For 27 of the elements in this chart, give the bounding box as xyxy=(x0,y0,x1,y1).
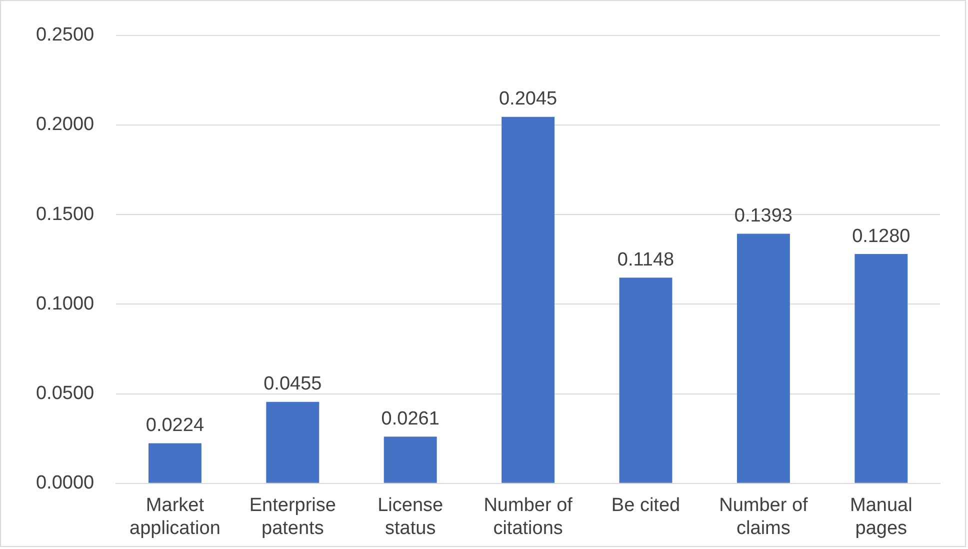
bar xyxy=(266,402,320,483)
x-tick-label: Enterprise patents xyxy=(249,495,336,539)
data-label: 0.1280 xyxy=(852,226,910,247)
bar xyxy=(736,234,790,483)
y-tick-label: 0.2000 xyxy=(36,114,94,136)
data-label: 0.0455 xyxy=(264,374,322,395)
y-tick-label: 0.1000 xyxy=(36,293,94,314)
y-tick-label: 0.1500 xyxy=(36,204,94,225)
bar xyxy=(148,443,202,483)
bar xyxy=(619,278,672,483)
data-label: 0.0224 xyxy=(146,414,204,436)
x-tick-label: Be cited xyxy=(611,495,680,516)
x-tick-label: Market application xyxy=(130,495,220,539)
data-label: 0.1148 xyxy=(617,249,674,270)
x-tick-label: Number of claims xyxy=(719,495,809,539)
y-tick-label: 0.2500 xyxy=(36,24,94,46)
data-label: 0.1393 xyxy=(734,206,793,227)
bar xyxy=(854,254,908,483)
y-tick-label: 0.0000 xyxy=(36,472,94,494)
y-tick-label: 0.0500 xyxy=(36,383,94,404)
data-label: 0.0261 xyxy=(381,408,440,430)
bar xyxy=(384,436,437,483)
data-label: 0.2045 xyxy=(498,88,558,110)
bar xyxy=(502,116,555,483)
x-tick-label: License status xyxy=(378,495,444,539)
x-tick-label: Manual pages xyxy=(850,495,912,539)
x-tick-label: Number of citations xyxy=(484,495,574,539)
